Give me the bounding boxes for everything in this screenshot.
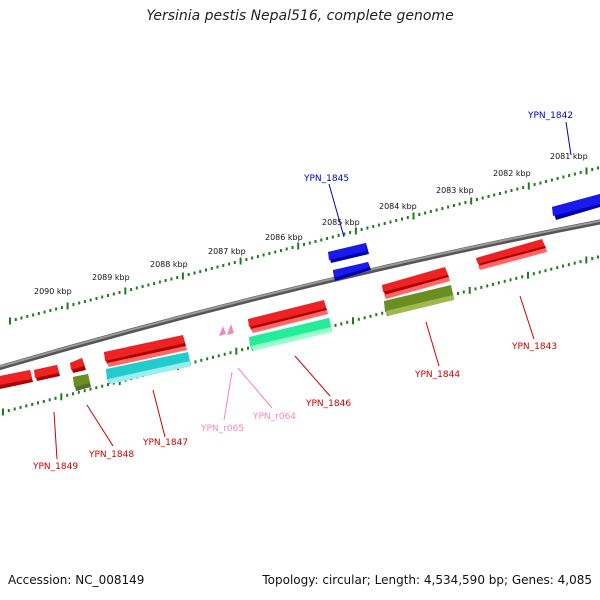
accession-text: Accession: NC_008149 — [8, 573, 145, 587]
rna-ypn-r065[interactable] — [219, 326, 226, 336]
leader-ypn-r064 — [237, 367, 273, 409]
scale-label-2087: 2087 kbp — [208, 247, 246, 256]
genome-backbone — [0, 219, 600, 371]
scale-label-2089: 2089 kbp — [92, 273, 130, 282]
gene-ypn-1844-b[interactable] — [384, 285, 454, 316]
label-ypn-1847[interactable]: YPN_1847 — [142, 438, 188, 448]
rna-ypn-r064[interactable] — [227, 324, 234, 335]
gene-ypn-1845-a[interactable] — [328, 243, 369, 263]
gene-ypn-1844[interactable] — [382, 267, 450, 299]
gene-ypn-1846[interactable] — [248, 300, 328, 333]
map-title: Yersinia pestis Nepal516, complete genom… — [146, 8, 454, 24]
scale-label-2084: 2084 kbp — [379, 202, 417, 211]
scale-label-2082: 2082 kbp — [493, 169, 531, 178]
label-ypn-1845[interactable]: YPN_1845 — [303, 174, 349, 184]
gene-ypn-1849-b[interactable] — [0, 370, 33, 389]
label-ypn-1846[interactable]: YPN_1846 — [305, 399, 351, 409]
scale-label-2088: 2088 kbp — [150, 260, 188, 269]
leader-ypn-1842 — [565, 121, 572, 156]
genome-backbone-highlight — [0, 219, 600, 368]
leader-ypn-1845 — [328, 183, 345, 238]
scale-label-2085: 2085 kbp — [322, 218, 360, 227]
label-ypn-1843[interactable]: YPN_1843 — [511, 342, 557, 352]
label-ypn-1849[interactable]: YPN_1849 — [32, 462, 78, 472]
leader-ypn-1849 — [53, 411, 58, 460]
leader-ypn-1847 — [152, 389, 166, 438]
gene-ypn-1848-b[interactable] — [73, 374, 91, 391]
gene-ypn-1848[interactable] — [70, 358, 86, 373]
leader-ypn-1848 — [86, 404, 114, 447]
label-ypn-r065[interactable]: YPN_r065 — [200, 424, 244, 434]
gene-ypn-1843[interactable] — [476, 239, 547, 270]
gene-ypn-1845-b[interactable] — [333, 262, 371, 281]
outer-scale-ticks — [9, 166, 599, 325]
label-ypn-1842[interactable]: YPN_1842 — [527, 111, 573, 121]
label-ypn-1848[interactable]: YPN_1848 — [88, 450, 134, 460]
label-ypn-r064[interactable]: YPN_r064 — [252, 412, 296, 422]
leader-ypn-1843 — [519, 295, 535, 340]
gene-ypn-1847[interactable] — [104, 335, 187, 367]
scale-label-2081: 2081 kbp — [550, 152, 588, 161]
gene-ypn-1846-b[interactable] — [249, 318, 332, 351]
leader-ypn-1846 — [294, 355, 331, 397]
scale-label-2090: 2090 kbp — [34, 287, 72, 296]
gene-ypn-1849-a[interactable] — [34, 365, 60, 381]
scale-label-2083: 2083 kbp — [436, 186, 474, 195]
gene-ypn-1842[interactable] — [552, 194, 600, 220]
leader-ypn-r065 — [223, 371, 233, 421]
summary-text: Topology: circular; Length: 4,534,590 bp… — [262, 573, 592, 587]
gene-ypn-1847-b[interactable] — [106, 352, 191, 384]
label-ypn-1844[interactable]: YPN_1844 — [414, 370, 460, 380]
scale-label-2086: 2086 kbp — [265, 233, 303, 242]
leader-ypn-1844 — [425, 321, 440, 367]
